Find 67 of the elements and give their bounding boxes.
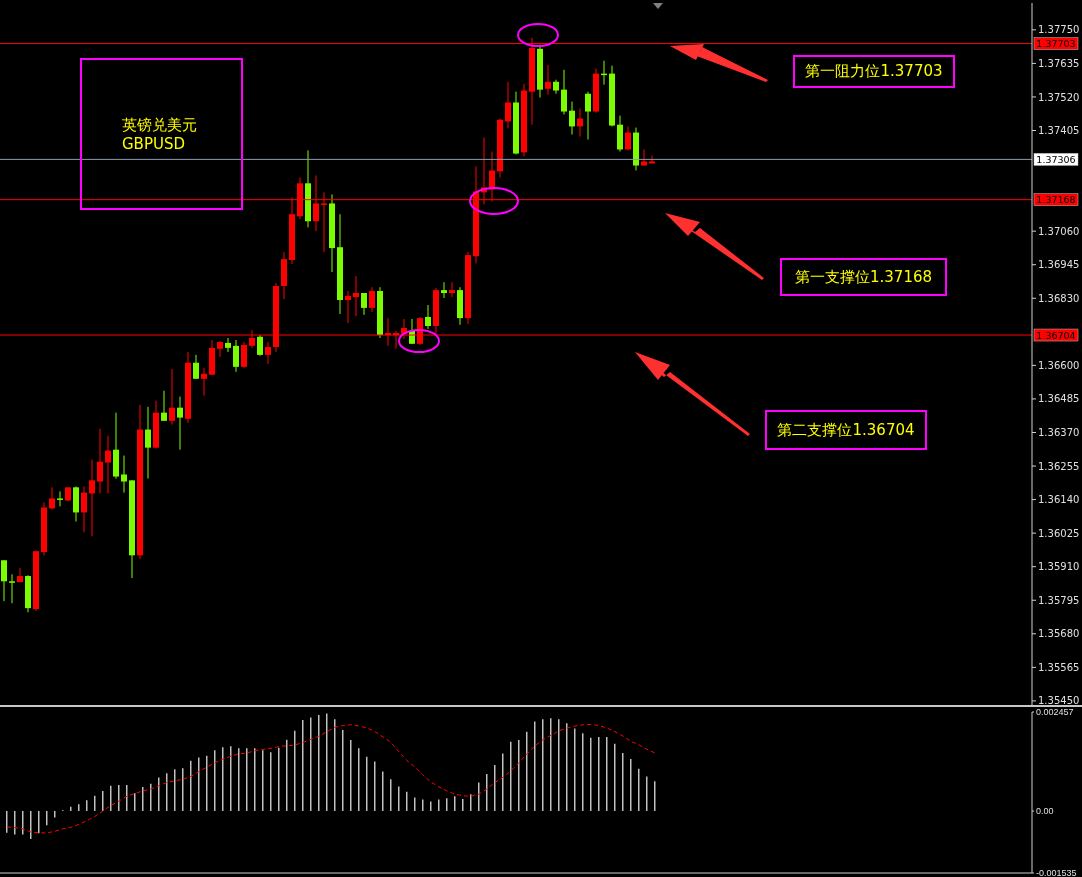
candlestick [1,559,7,602]
y-tick-label: 1.35910 [1038,561,1080,573]
candlestick [545,64,551,96]
text-frame: 第二支撑位1.36704 [765,410,927,450]
y-tick-label: 1.37405 [1038,125,1080,137]
candlestick [353,275,359,317]
y-tick-label: 1.36255 [1038,460,1080,472]
y-tick-label: 1.37750 [1038,24,1080,36]
ref-line-label: 1.37168 [1036,194,1076,206]
candlestick [201,367,207,397]
candlestick [89,459,95,537]
text-frame: 第一阻力位1.37703 [793,55,955,88]
candlestick [257,334,263,357]
candlestick [641,148,647,167]
y-tick-label: 0.00 [1036,806,1054,817]
candlestick [425,304,431,330]
candlestick [625,125,631,151]
candlestick [169,368,175,426]
y-tick-label: -0.001535 [1036,868,1077,877]
candlestick [561,69,567,115]
candlestick [57,490,63,507]
candlestick [161,390,167,422]
candlestick [81,485,87,533]
ref-line-label: 1.37306 [1036,153,1076,165]
candlestick [585,91,591,141]
candlestick [449,281,455,298]
y-tick-label: 1.37635 [1038,57,1080,69]
line-series [6,723,656,834]
y-tick-label: 1.36600 [1038,359,1080,371]
ref-line-label: 1.37703 [1036,38,1076,50]
candlestick [217,340,223,358]
candlestick [345,290,351,324]
y-tick-label: 1.36025 [1038,527,1080,539]
y-tick-label: 1.35795 [1038,594,1080,606]
y-tick-label: 1.36945 [1038,259,1080,271]
y-tick-label: 1.35680 [1038,628,1080,640]
candlestick [241,341,247,369]
candlestick [105,435,111,494]
y-tick-label: 1.37520 [1038,91,1080,103]
y-tick-label: 1.36830 [1038,292,1080,304]
y-tick-label: 1.36140 [1038,494,1080,506]
candlestick [569,101,575,136]
candlestick [505,81,511,129]
candlestick [649,155,655,164]
candlestick [49,486,55,511]
candlestick [145,406,151,480]
candlestick [97,428,103,494]
y-tick-label: 1.36370 [1038,427,1080,439]
candlestick [361,292,367,316]
y-tick-label: 1.35565 [1038,661,1080,673]
ref-line-label: 1.36704 [1036,329,1076,341]
candlestick [193,354,199,380]
candlestick [225,337,231,353]
candlestick [441,281,447,299]
candlestick [17,567,23,583]
candlestick [265,341,271,365]
y-tick-label: 0.002457 [1036,707,1074,718]
candlestick [177,396,183,451]
text-frame: 英镑兑美元 GBPUSD [80,58,243,210]
y-tick-label: 1.36485 [1038,393,1080,405]
candlestick [121,455,127,494]
candlestick [369,286,375,313]
candlestick [233,339,239,373]
candlestick [9,573,15,604]
y-tick-label: 1.35450 [1038,695,1080,707]
y-tick-label: 1.37060 [1038,225,1080,237]
text-frame: 第一支撑位1.37168 [780,258,947,296]
